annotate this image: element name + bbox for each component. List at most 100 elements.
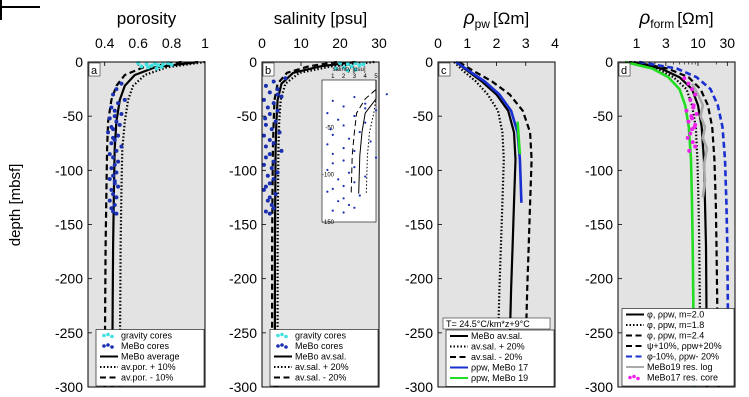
data-point (263, 209, 268, 214)
y-tick-label: -250 (585, 325, 613, 341)
legend-label: av.sal. + 20% (471, 342, 525, 352)
panel-label-box (618, 62, 631, 77)
inset-point (353, 165, 356, 169)
legend-label: av.por. + 10% (121, 362, 176, 372)
annotation-text: T= 24.5°C/km*z+9°C (446, 319, 530, 329)
data-point (109, 206, 114, 211)
panel-label: a (91, 65, 98, 77)
panel-d: ρform [Ωm] 1 3 10 30 0 -50 -100 -150 -200 -250 -300 d… (585, 8, 736, 395)
panel-title: salinity [psu] (274, 9, 368, 28)
y-tick-label: 0 (605, 54, 613, 70)
data-point (345, 68, 350, 73)
legend-label: av.sal. - 20% (471, 352, 522, 362)
inset-point (347, 137, 351, 140)
legend-label: av.por. - 10% (121, 373, 173, 383)
data-point (273, 119, 278, 124)
plot-frame (617, 61, 736, 388)
legend-box (621, 308, 735, 387)
panel-title: ρpw [Ωm] (463, 8, 530, 31)
data-point (275, 92, 280, 97)
legend-label: MeBo17 res. core (647, 373, 718, 383)
inset-point (331, 133, 334, 137)
data-point (265, 105, 270, 110)
legend-label: φ-10%, ρpw- 20% (647, 352, 719, 362)
data-point (111, 209, 116, 214)
data-point (349, 64, 354, 69)
data-point (261, 133, 266, 138)
data-point (271, 177, 276, 181)
series-line (276, 60, 375, 387)
data-point (114, 211, 119, 216)
data-point (271, 101, 276, 106)
inset-point (353, 95, 356, 99)
legend-label: gravity cores (121, 331, 173, 341)
x-tick-label: 0.6 (128, 35, 148, 51)
inset-point (364, 121, 367, 124)
legend-label: MeBo average (121, 352, 180, 362)
panel-label: b (265, 65, 271, 77)
y-tick-label: -300 (229, 379, 257, 395)
y-tick-label: 0 (425, 54, 433, 70)
data-point (119, 112, 124, 116)
x-tick-label: 0 (258, 35, 266, 51)
data-point (269, 127, 274, 132)
inset-y-tick: -50 (325, 125, 334, 131)
y-tick-label: -200 (405, 271, 433, 287)
data-point (107, 152, 112, 157)
y-tick-label: -50 (63, 108, 83, 124)
inset-point (331, 99, 334, 102)
data-point (106, 130, 111, 135)
data-point (119, 81, 124, 86)
legend-marker (280, 332, 284, 337)
data-point (149, 63, 154, 68)
data-point (109, 187, 114, 192)
data-point (122, 97, 127, 102)
inset-point (353, 149, 356, 153)
y-tick-label: -100 (585, 162, 613, 178)
y-tick-label: -50 (237, 108, 257, 124)
data-point (685, 135, 690, 140)
data-point (116, 101, 121, 106)
data-point (341, 65, 346, 70)
panel-c: ρpw [Ωm] 0 1 2 3 4 0 -50 -100 -150 -200 -250 -300 c T= … (405, 8, 559, 395)
legend-label: φ, ρpw, m=2.0 (647, 310, 704, 320)
inset-x-tick: 3 (353, 74, 357, 80)
inset-point (369, 140, 372, 143)
annotation-box (442, 317, 551, 330)
inset-series-line (350, 80, 377, 194)
inset-point (347, 203, 351, 207)
data-point (267, 181, 272, 186)
data-point (353, 67, 358, 72)
inset-point (342, 211, 345, 214)
y-tick-label: -300 (55, 379, 83, 395)
y-tick-label: -300 (585, 379, 613, 395)
plot-frame (437, 61, 556, 388)
inset-point (358, 194, 361, 197)
y-tick-label: -100 (229, 162, 257, 178)
series-line (690, 83, 709, 198)
data-point (267, 90, 272, 95)
y-tick-label: -150 (229, 217, 257, 233)
y-tick-label: -100 (55, 162, 83, 178)
legend-marker (636, 376, 640, 381)
data-point (269, 166, 274, 171)
inset-point (337, 118, 340, 121)
x-tick-label: 1 (633, 35, 641, 51)
data-point (686, 119, 691, 124)
series-line (271, 60, 338, 387)
series-line (458, 61, 533, 388)
y-tick-label: -200 (585, 271, 613, 287)
data-point (152, 61, 157, 66)
legend-label: ψ+10%, ρpw+20% (647, 341, 722, 351)
data-point (144, 62, 149, 67)
x-tick-label: 30 (720, 35, 736, 51)
data-point (263, 155, 268, 160)
inset-point (353, 206, 356, 209)
data-point (139, 64, 144, 69)
inset-point (331, 209, 334, 212)
inset-x-tick: 5 (374, 74, 378, 80)
y-axis-label: depth [mbsf] (7, 164, 24, 247)
legend-marker (276, 333, 280, 338)
data-point (263, 144, 268, 149)
data-point (279, 94, 284, 99)
